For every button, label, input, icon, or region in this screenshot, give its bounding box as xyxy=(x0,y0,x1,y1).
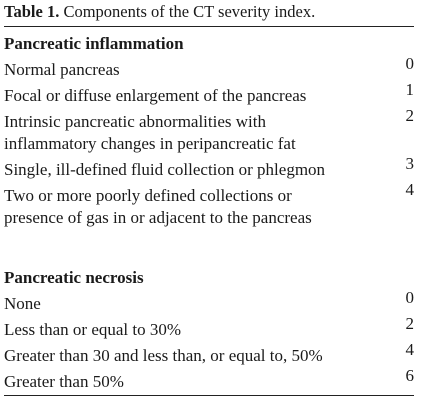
row-score: 4 xyxy=(405,340,415,359)
table-row: Normal pancreas 0 xyxy=(4,54,414,81)
section-spacer xyxy=(4,233,414,261)
table-row: Intrinsic pancreatic abnormalities with … xyxy=(4,106,414,155)
row-score: 4 xyxy=(405,180,415,199)
table-caption: Table 1. Components of the CT severity i… xyxy=(4,0,414,27)
row-score: 0 xyxy=(405,288,415,307)
table-number: Table 1. xyxy=(4,2,60,21)
section-title-inflammation: Pancreatic inflammation xyxy=(4,34,184,53)
table-row: Two or more poorly defined collections o… xyxy=(4,180,414,229)
row-score: 2 xyxy=(405,106,415,125)
table-caption-text: Components of the CT severity index. xyxy=(59,2,316,21)
table-row: Single, ill-defined fluid collection or … xyxy=(4,154,414,181)
table-row: Greater than 30 and less than, or equal … xyxy=(4,340,414,367)
row-label: Focal or diffuse enlargement of the panc… xyxy=(4,86,307,105)
table-row: Greater than 50% 6 xyxy=(4,366,414,393)
table-row: Less than or equal to 30% 2 xyxy=(4,314,414,341)
table-bottom-rule xyxy=(4,395,414,396)
row-label: Two or more poorly defined collections o… xyxy=(4,186,312,227)
row-label: Intrinsic pancreatic abnormalities with … xyxy=(4,112,296,153)
row-label: Single, ill-defined fluid collection or … xyxy=(4,160,326,179)
row-label: None xyxy=(4,294,41,313)
row-score: 0 xyxy=(405,54,415,73)
row-score: 2 xyxy=(405,314,415,333)
row-label: Normal pancreas xyxy=(4,60,120,79)
table-row: None 0 xyxy=(4,288,414,315)
row-label: Greater than 30 and less than, or equal … xyxy=(4,346,323,365)
table-row: Focal or diffuse enlargement of the panc… xyxy=(4,80,414,107)
row-score: 6 xyxy=(405,366,415,385)
row-score: 1 xyxy=(405,80,415,99)
row-score: 3 xyxy=(405,154,415,173)
section-title-necrosis: Pancreatic necrosis xyxy=(4,268,144,287)
ct-severity-table: Table 1. Components of the CT severity i… xyxy=(4,0,414,396)
row-label: Less than or equal to 30% xyxy=(4,320,182,339)
row-label: Greater than 50% xyxy=(4,372,124,391)
